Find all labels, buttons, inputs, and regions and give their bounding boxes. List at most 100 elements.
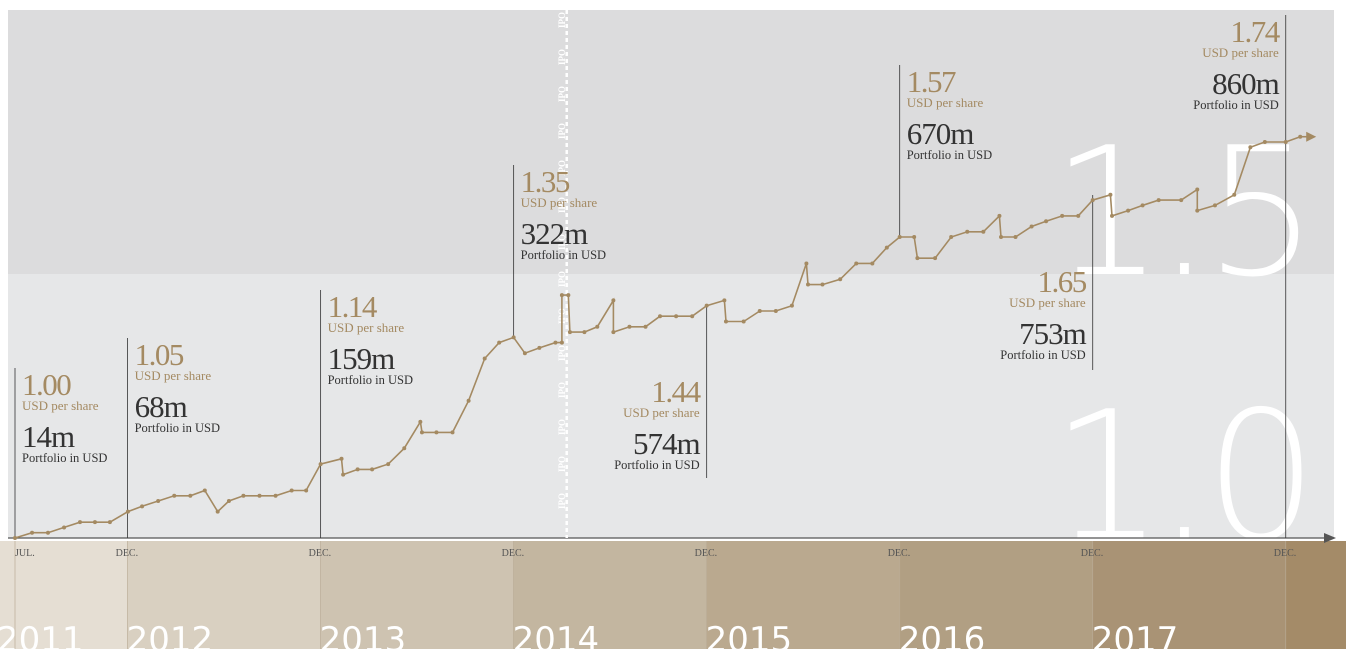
data-point bbox=[30, 530, 35, 535]
data-point bbox=[45, 530, 50, 535]
data-point bbox=[553, 340, 558, 345]
data-point bbox=[723, 319, 728, 324]
data-point bbox=[1126, 208, 1131, 213]
price-unit: USD per share bbox=[907, 95, 984, 110]
year-label: 2012 bbox=[127, 620, 214, 649]
data-point bbox=[1029, 224, 1034, 229]
price-label: 1.44 bbox=[651, 374, 701, 409]
price-unit: USD per share bbox=[1202, 45, 1279, 60]
data-point bbox=[912, 235, 917, 240]
data-point bbox=[289, 488, 294, 493]
data-point bbox=[188, 493, 193, 498]
data-point bbox=[92, 520, 97, 525]
data-point bbox=[595, 324, 600, 329]
portfolio-label: 670m bbox=[907, 116, 975, 151]
x-tick-label: DEC. bbox=[502, 548, 525, 559]
year-label: 2013 bbox=[320, 620, 407, 649]
data-point bbox=[125, 509, 130, 514]
portfolio-unit: Portfolio in USD bbox=[614, 458, 699, 472]
data-point bbox=[643, 324, 648, 329]
axis-arrow bbox=[1324, 533, 1336, 543]
portfolio-unit: Portfolio in USD bbox=[907, 148, 992, 162]
data-point bbox=[997, 213, 1002, 218]
data-point bbox=[804, 261, 809, 266]
data-point bbox=[1195, 187, 1200, 192]
data-point bbox=[418, 419, 423, 424]
year-band bbox=[899, 541, 1093, 649]
year-band bbox=[1092, 541, 1286, 649]
year-band bbox=[513, 541, 707, 649]
price-label: 1.35 bbox=[521, 164, 570, 199]
data-point bbox=[482, 356, 487, 361]
data-point bbox=[355, 467, 360, 472]
data-point bbox=[582, 330, 587, 335]
portfolio-label: 68m bbox=[135, 389, 188, 424]
data-point bbox=[559, 293, 564, 298]
portfolio-label: 753m bbox=[1019, 316, 1087, 351]
price-label: 1.74 bbox=[1230, 14, 1280, 49]
data-point bbox=[1212, 203, 1217, 208]
x-tick-label: DEC. bbox=[1081, 548, 1104, 559]
data-point bbox=[370, 467, 375, 472]
year-label: 2015 bbox=[706, 620, 793, 649]
price-label: 1.00 bbox=[22, 367, 71, 402]
data-point bbox=[341, 472, 346, 477]
ipo-label: IPO bbox=[557, 493, 567, 509]
data-point bbox=[627, 324, 632, 329]
portfolio-unit: Portfolio in USD bbox=[1193, 98, 1278, 112]
price-label: 1.05 bbox=[135, 337, 184, 372]
data-point bbox=[559, 340, 564, 345]
x-tick-label: DEC. bbox=[309, 548, 332, 559]
data-point bbox=[1108, 192, 1113, 197]
price-unit: USD per share bbox=[22, 398, 99, 413]
ipo-label: IPO bbox=[557, 456, 567, 472]
portfolio-unit: Portfolio in USD bbox=[22, 451, 107, 465]
data-point bbox=[419, 430, 424, 435]
data-point bbox=[789, 303, 794, 308]
data-point bbox=[226, 499, 231, 504]
data-point bbox=[1232, 192, 1237, 197]
ipo-label: IPO bbox=[557, 234, 567, 250]
data-point bbox=[1060, 213, 1065, 218]
ipo-label: IPO bbox=[557, 382, 567, 398]
data-point bbox=[1044, 219, 1049, 224]
data-point bbox=[172, 493, 177, 498]
data-point bbox=[241, 493, 246, 498]
price-unit: USD per share bbox=[328, 320, 405, 335]
data-point bbox=[722, 298, 727, 303]
price-label: 1.14 bbox=[328, 289, 378, 324]
data-point bbox=[466, 398, 471, 403]
upper-band bbox=[8, 10, 1334, 274]
data-point bbox=[933, 256, 938, 261]
data-point bbox=[1140, 203, 1145, 208]
portfolio-label: 574m bbox=[633, 426, 701, 461]
data-point bbox=[1013, 235, 1018, 240]
data-point bbox=[257, 493, 262, 498]
ipo-label: IPO bbox=[557, 345, 567, 361]
ipo-label: IPO bbox=[557, 419, 567, 435]
portfolio-unit: Portfolio in USD bbox=[135, 421, 220, 435]
price-label: 1.57 bbox=[907, 64, 956, 99]
year-label: 2017 bbox=[1092, 620, 1179, 649]
data-point bbox=[62, 525, 67, 530]
data-point bbox=[949, 235, 954, 240]
data-point bbox=[497, 340, 502, 345]
x-tick-label: DEC. bbox=[695, 548, 718, 559]
price-label: 1.65 bbox=[1037, 264, 1086, 299]
data-point bbox=[915, 256, 920, 261]
year-band bbox=[706, 541, 900, 649]
data-point bbox=[1248, 145, 1253, 150]
data-point bbox=[897, 235, 902, 240]
year-label: 2011 bbox=[0, 620, 84, 649]
ipo-label: IPO bbox=[557, 123, 567, 139]
data-point bbox=[13, 536, 17, 540]
ipo-label: IPO bbox=[557, 160, 567, 176]
data-point bbox=[522, 351, 527, 356]
data-point bbox=[304, 488, 309, 493]
data-point bbox=[1110, 213, 1115, 218]
year-band bbox=[320, 541, 514, 649]
data-point bbox=[140, 504, 145, 509]
series-line bbox=[14, 135, 1301, 539]
data-point bbox=[1283, 140, 1288, 144]
